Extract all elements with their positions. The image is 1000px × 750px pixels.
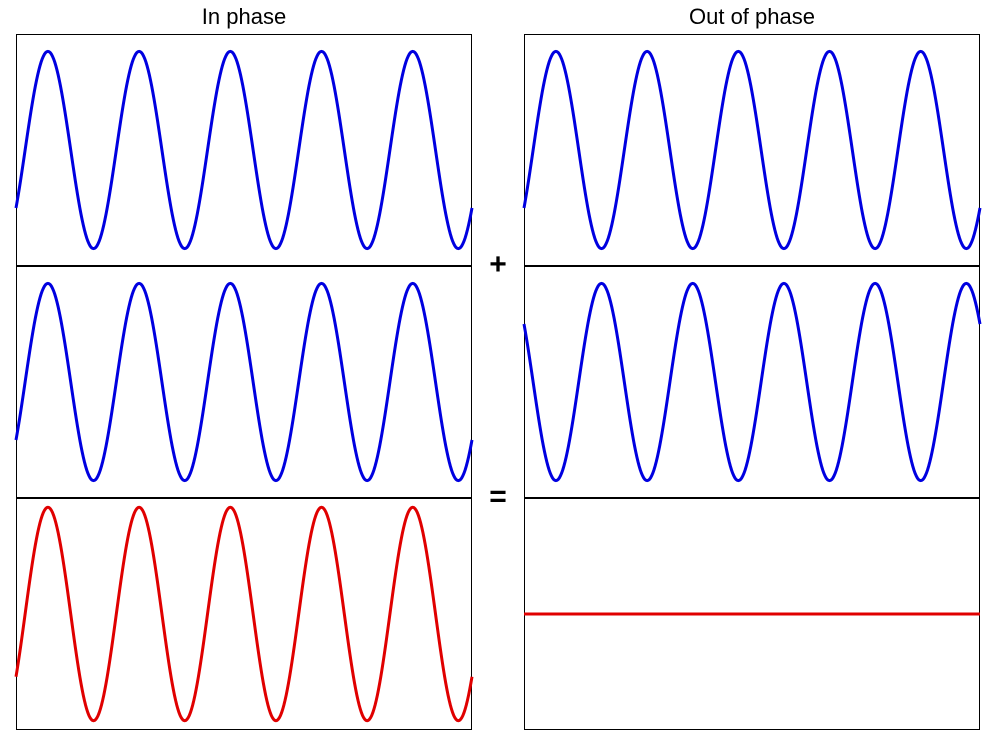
title-left-text: In phase [202,4,286,29]
wave-left-result-path [16,507,472,720]
wave-right-result [524,498,980,730]
wave-left-result [16,498,472,730]
equals-text: = [489,480,507,513]
plus-symbol: + [478,248,518,282]
title-right: Out of phase [524,4,980,30]
wave-left-1 [16,34,472,266]
wave-right-2-path [524,283,980,480]
wave-right-1 [524,34,980,266]
wave-left-1-path [16,51,472,248]
equals-symbol: = [478,480,518,514]
wave-left-2-path [16,283,472,480]
wave-left-2 [16,266,472,498]
wave-right-2 [524,266,980,498]
title-right-text: Out of phase [689,4,815,29]
wave-interference-diagram: In phase Out of phase + = [0,0,1000,750]
title-left: In phase [16,4,472,30]
plus-text: + [489,248,507,281]
wave-right-1-path [524,51,980,248]
